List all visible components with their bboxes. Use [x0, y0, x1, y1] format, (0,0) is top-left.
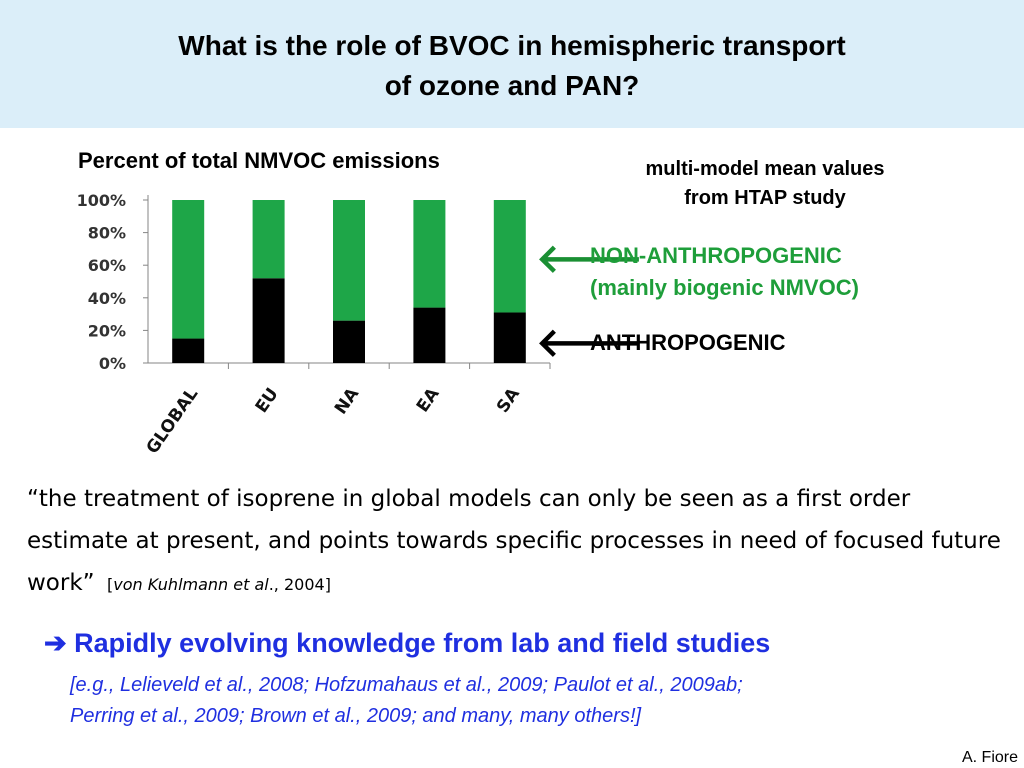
references-line1: [e.g., Lelieveld et al., 2008; Hofzumaha… — [70, 674, 743, 696]
x-tick-label: SA — [493, 384, 524, 417]
source-note-line2: from HTAP study — [684, 187, 846, 209]
stacked-bar-chart: 0% 20% 40% 60% 80% 100% GLOBAL EU NA EA SA — [77, 191, 551, 458]
bar-segment-anthropogenic — [252, 278, 285, 363]
bar-segment-anthropogenic — [493, 312, 526, 363]
quote-citation: [von Kuhlmann et al., 2004] — [102, 575, 331, 594]
legend-non-anthropogenic-line2: (mainly biogenic NMVOC) — [590, 275, 859, 300]
slide-title-line1: What is the role of BVOC in hemispheric … — [178, 30, 846, 61]
citation-author: von Kuhlmann et al — [113, 575, 269, 594]
legend-non-anthropogenic-line1: NON-ANTHROPOGENIC — [590, 243, 842, 268]
key-message: ➔ Rapidly evolving knowledge from lab an… — [44, 628, 770, 659]
x-tick-label: GLOBAL — [143, 384, 203, 458]
y-tick-label: 80% — [88, 224, 126, 243]
quote-text: “the treatment of isoprene in global mod… — [27, 486, 1001, 596]
chart-title: Percent of total NMVOC emissions — [78, 148, 440, 173]
title-banner: What is the role of BVOC in hemispheric … — [0, 0, 1024, 128]
legend-non-anthropogenic: NON-ANTHROPOGENIC (mainly biogenic NMVOC… — [590, 240, 859, 304]
source-note: multi-model mean values from HTAP study — [590, 155, 940, 213]
bar-segment-anthropogenic — [333, 320, 365, 363]
quote-block: “the treatment of isoprene in global mod… — [27, 478, 1012, 606]
y-tick-label: 100% — [77, 191, 126, 210]
references: [e.g., Lelieveld et al., 2008; Hofzumaha… — [70, 670, 990, 732]
bar-segment-anthropogenic — [172, 338, 205, 363]
x-tick-label: NA — [331, 384, 364, 419]
bar-segment-non-anthropogenic — [493, 200, 526, 313]
bar-segment-non-anthropogenic — [413, 200, 446, 308]
y-tick-label: 40% — [88, 289, 126, 308]
key-message-text: Rapidly evolving knowledge from lab and … — [66, 628, 771, 658]
slide-title-line2: of ozone and PAN? — [384, 70, 640, 101]
right-arrow-icon: ➔ — [44, 628, 67, 658]
references-line2: Perring et al., 2009; Brown et al., 2009… — [70, 705, 642, 727]
bar-segment-anthropogenic — [413, 307, 446, 363]
y-tick-label: 60% — [88, 256, 126, 275]
x-tick-label: EA — [413, 384, 444, 416]
bar-segment-non-anthropogenic — [333, 200, 365, 321]
y-tick-label: 20% — [88, 321, 126, 340]
left-arrow-icon: 🡐 — [536, 237, 644, 281]
author-credit: A. Fiore — [961, 749, 1018, 766]
citation-open: [ — [106, 575, 114, 594]
legend-anthropogenic: ANTHROPOGENIC — [590, 330, 786, 355]
bar-segment-non-anthropogenic — [172, 200, 205, 339]
bar-segment-non-anthropogenic — [252, 200, 285, 279]
source-note-line1: multi-model mean values — [645, 158, 885, 180]
x-tick-label: EU — [252, 384, 283, 416]
y-tick-label: 0% — [99, 354, 126, 373]
left-arrow-icon: 🡐 — [536, 321, 644, 365]
slide-title: What is the role of BVOC in hemispheric … — [0, 26, 1024, 106]
citation-rest: ., 2004] — [268, 575, 331, 594]
